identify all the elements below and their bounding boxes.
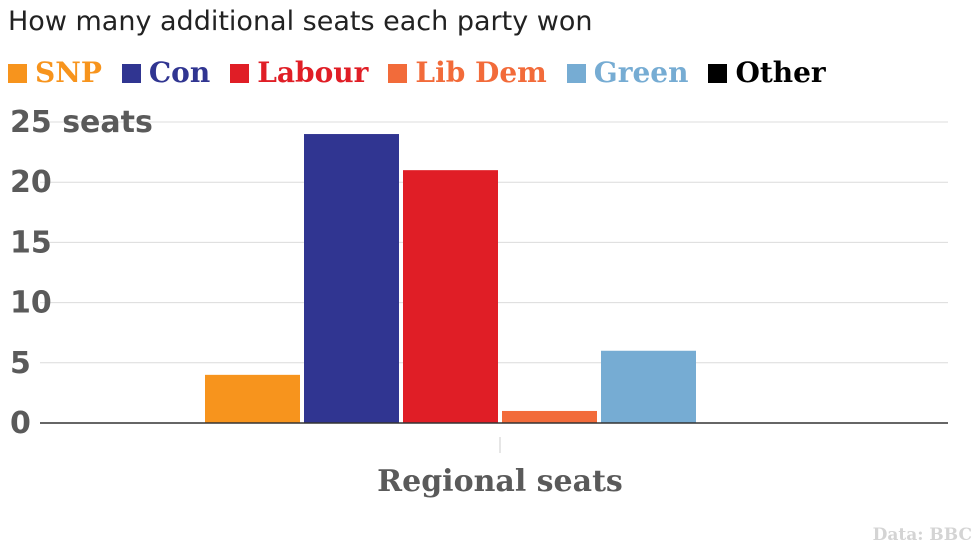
legend-item-green: Green: [566, 56, 689, 90]
legend-label: Con: [148, 56, 211, 89]
y-tick-label: 10: [10, 286, 52, 321]
legend-swatch: [708, 63, 728, 83]
bar-green: [601, 350, 696, 423]
y-tick-label: 5: [10, 346, 31, 381]
bar-lib-dem: [502, 410, 597, 423]
legend-swatch: [566, 63, 586, 83]
legend-swatch: [230, 63, 250, 83]
legend-label: SNP: [35, 56, 102, 89]
legend-item-snp: SNP: [8, 56, 102, 90]
chart-legend: SNP Con Labour Lib Dem Green Other: [8, 56, 846, 90]
chart-title: How many additional seats each party won: [8, 6, 593, 37]
bar-con: [304, 134, 399, 424]
legend-swatch: [121, 63, 141, 83]
bar-snp: [205, 374, 300, 423]
y-tick-label: 0: [10, 406, 31, 441]
legend-swatch: [388, 63, 408, 83]
legend-label: Labour: [257, 56, 369, 89]
legend-label: Green: [593, 56, 689, 89]
legend-item-con: Con: [121, 56, 211, 90]
legend-item-other: Other: [708, 56, 826, 90]
legend-item-labour: Labour: [230, 56, 368, 90]
x-category-label: Regional seats: [377, 464, 623, 499]
legend-item-lib-dem: Lib Dem: [388, 56, 547, 90]
legend-label: Lib Dem: [415, 56, 547, 89]
legend-label: Other: [735, 56, 826, 89]
bar-labour: [403, 170, 498, 423]
y-tick-label: 25 seats: [10, 105, 153, 140]
legend-swatch: [8, 63, 27, 83]
y-tick-label: 20: [10, 165, 52, 200]
source-note: Data: BBC: [872, 525, 972, 545]
y-tick-label: 15: [10, 225, 52, 260]
